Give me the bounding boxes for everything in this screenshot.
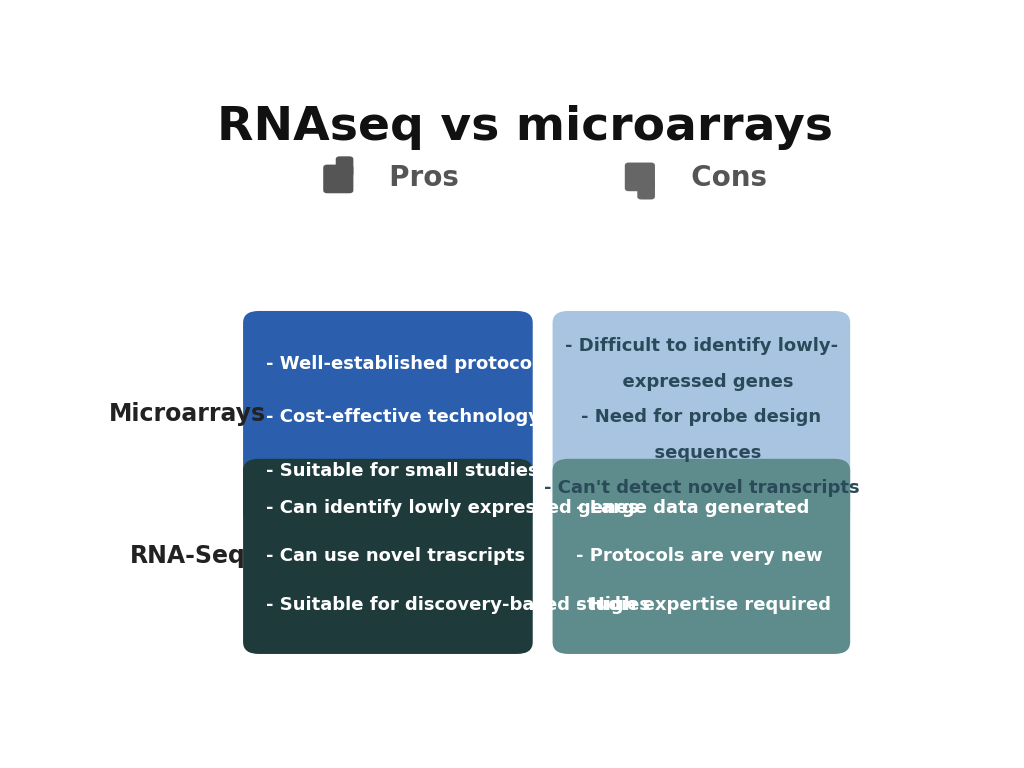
Text: - Need for probe design: - Need for probe design: [582, 409, 821, 426]
Text: Microarrays: Microarrays: [109, 402, 266, 426]
FancyBboxPatch shape: [637, 179, 655, 200]
Text: - Well-established protocols: - Well-established protocols: [266, 355, 549, 373]
Text: - Suitable for small studies: - Suitable for small studies: [266, 462, 539, 480]
FancyBboxPatch shape: [243, 311, 532, 524]
Text: - Can identify lowly expressed genes: - Can identify lowly expressed genes: [266, 498, 639, 517]
FancyBboxPatch shape: [336, 157, 353, 177]
Text: - Can't detect novel transcripts: - Can't detect novel transcripts: [544, 479, 859, 498]
FancyBboxPatch shape: [625, 163, 655, 191]
Text: - Large data generated: - Large data generated: [577, 498, 810, 517]
FancyBboxPatch shape: [553, 311, 850, 524]
Text: - High expertise required: - High expertise required: [577, 596, 831, 614]
Text: sequences: sequences: [642, 444, 761, 462]
Text: expressed genes: expressed genes: [609, 373, 794, 391]
Text: Cons: Cons: [672, 164, 767, 192]
Text: - Cost-effective technology: - Cost-effective technology: [266, 409, 541, 426]
Text: Pros: Pros: [370, 164, 459, 192]
FancyBboxPatch shape: [243, 458, 532, 654]
Text: - Difficult to identify lowly-: - Difficult to identify lowly-: [565, 337, 838, 356]
Text: - Suitable for discovery-based studies: - Suitable for discovery-based studies: [266, 596, 650, 614]
Text: - Protocols are very new: - Protocols are very new: [577, 548, 823, 565]
Text: RNAseq vs microarrays: RNAseq vs microarrays: [217, 105, 833, 150]
FancyBboxPatch shape: [324, 164, 353, 194]
Text: - Can use novel trascripts: - Can use novel trascripts: [266, 548, 525, 565]
Text: RNA-Seq: RNA-Seq: [130, 545, 246, 568]
FancyBboxPatch shape: [553, 458, 850, 654]
